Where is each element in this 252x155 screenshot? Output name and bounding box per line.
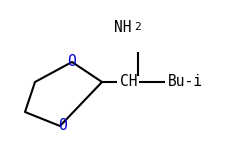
Text: NH: NH bbox=[114, 20, 131, 35]
Text: O: O bbox=[58, 119, 67, 133]
Text: CH: CH bbox=[119, 75, 137, 89]
Text: 2: 2 bbox=[134, 22, 140, 32]
Text: O: O bbox=[67, 55, 76, 69]
Text: Bu-i: Bu-i bbox=[167, 75, 202, 89]
